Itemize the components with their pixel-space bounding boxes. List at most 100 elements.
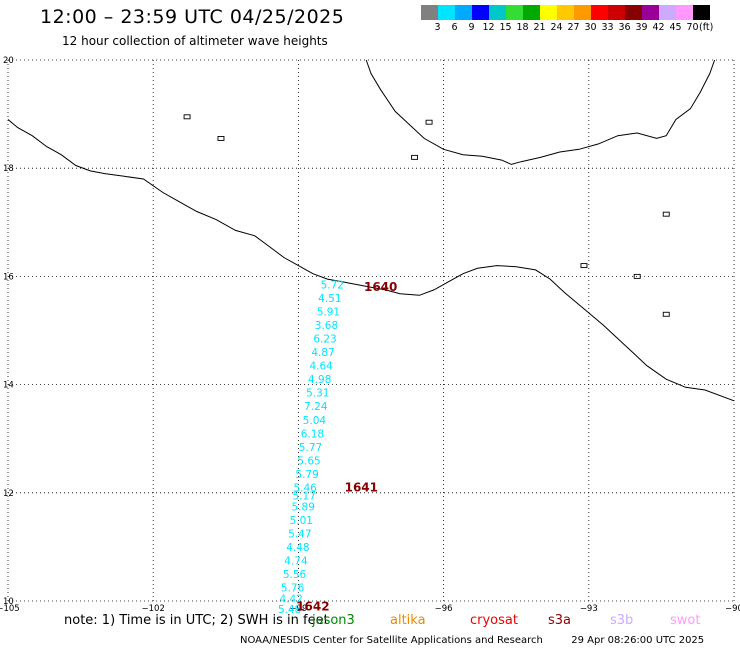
color-scale-label: 24: [550, 22, 563, 33]
color-scale-label: 6: [451, 22, 458, 33]
color-swatch: [676, 5, 693, 20]
lon-tick-label: −105: [0, 604, 20, 614]
island-outline: [183, 114, 191, 120]
swh-value: 4.87: [311, 347, 334, 359]
swh-value: 5.56: [283, 569, 307, 581]
color-scale-label: 36: [618, 22, 631, 33]
swh-value: 5.76: [281, 582, 305, 594]
swh-value: 4.51: [318, 293, 341, 305]
lat-tick-label: 16: [3, 272, 14, 282]
color-swatch: [574, 5, 591, 20]
swh-value: 3.68: [315, 320, 338, 332]
swh-value: 5.17: [293, 491, 316, 503]
color-swatch: [591, 5, 608, 20]
pass-time-label: 1641: [345, 480, 378, 494]
island-outline: [217, 135, 225, 141]
swh-value: 4.42: [279, 593, 302, 605]
pacific-coastline: [7, 119, 735, 402]
swh-value: 5.04: [303, 415, 327, 427]
swh-value: 5.47: [288, 528, 311, 540]
color-scale-label: 42: [652, 22, 665, 33]
swh-value: 5.79: [295, 469, 318, 481]
color-scale-label: 33: [601, 22, 614, 33]
generated-timestamp: 29 Apr 08:26:00 UTC 2025: [571, 635, 705, 646]
lat-tick-label: 10: [3, 597, 14, 607]
color-swatch: [489, 5, 506, 20]
satellite-legend-item: s3b: [610, 613, 634, 628]
island-outline: [580, 263, 588, 269]
lon-tick-label: −96: [435, 604, 453, 614]
swh-value: 5.46: [293, 482, 317, 494]
swh-value: 5.89: [292, 501, 315, 513]
swh-value: 5.77: [299, 442, 322, 454]
swh-value: 4.48: [286, 542, 309, 554]
swh-value: 4.98: [308, 374, 331, 386]
island-outline: [411, 154, 419, 160]
lon-tick-label: −99: [289, 604, 307, 614]
swh-value: 5.65: [297, 455, 320, 467]
color-scale-label: 27: [567, 22, 580, 33]
lon-tick-label: −90: [725, 604, 740, 614]
color-swatch: [642, 5, 659, 20]
color-scale-label: 3: [434, 22, 441, 33]
color-scale-label: 18: [516, 22, 529, 33]
island-outline: [662, 211, 670, 217]
lat-tick-label: 20: [3, 56, 14, 66]
color-scale-label: 15: [499, 22, 512, 33]
color-swatch: [693, 5, 710, 20]
color-swatch: [540, 5, 557, 20]
credit-text: NOAA/NESDIS Center for Satellite Applica…: [240, 635, 543, 646]
satellite-legend-item: swot: [670, 613, 701, 628]
chart-title: 12:00 – 23:59 UTC 04/25/2025: [40, 6, 345, 28]
color-scale-label: 21: [533, 22, 546, 33]
color-swatch: [523, 5, 540, 20]
swh-value: 6.23: [313, 334, 336, 346]
satellite-legend-item: s3a: [548, 613, 572, 628]
color-swatch: [659, 5, 676, 20]
swh-value: 7.24: [304, 401, 328, 413]
footer: note: 1) Time is in UTC; 2) SWH is in fe…: [0, 610, 740, 650]
satellite-legend-item: jason3: [312, 613, 355, 628]
color-scale-label: 9: [468, 22, 475, 33]
pass-time-label: 1642: [296, 599, 329, 613]
gulf-coastline: [365, 59, 716, 165]
satellite-legend-item: altika: [390, 613, 426, 628]
swh-value: 5.91: [317, 307, 340, 319]
color-swatch: [557, 5, 574, 20]
color-swatch: [421, 5, 438, 20]
lat-tick-label: 18: [3, 164, 14, 174]
color-swatch: [455, 5, 472, 20]
color-scale-unit: (ft): [699, 22, 714, 33]
color-swatch: [506, 5, 523, 20]
island-outline: [633, 273, 641, 279]
color-scale-bar: [421, 5, 710, 20]
color-swatch: [438, 5, 455, 20]
color-scale-label: 39: [635, 22, 648, 33]
altimeter-map: −105 −102 −99 −96 −93 −90 10 12 14 16 18 20 5.724.51…: [0, 56, 740, 615]
swh-value: 5.48: [278, 604, 301, 615]
color-scale-label: 30: [584, 22, 597, 33]
swh-value: 5.72: [321, 280, 344, 292]
swh-value: 4.64: [309, 361, 333, 373]
color-scale-label: 45: [669, 22, 682, 33]
color-swatch: [472, 5, 489, 20]
island-outline: [662, 311, 670, 317]
lat-tick-label: 12: [3, 489, 14, 499]
credit-line: NOAA/NESDIS Center for Satellite Applica…: [240, 635, 704, 646]
lon-tick-label: −93: [580, 604, 598, 614]
pass-time-label: 1640: [364, 280, 397, 294]
lon-tick-label: −102: [142, 604, 165, 614]
island-outline: [425, 119, 433, 125]
color-scale-label: 12: [482, 22, 495, 33]
color-swatch: [625, 5, 642, 20]
color-swatch: [608, 5, 625, 20]
swh-value: 5.01: [290, 515, 313, 527]
satellite-legend-item: cryosat: [470, 613, 518, 628]
swh-value: 6.18: [301, 428, 324, 440]
lat-tick-label: 14: [3, 381, 14, 391]
chart-subtitle: 12 hour collection of altimeter wave hei…: [62, 34, 328, 48]
swh-value: 5.31: [306, 388, 329, 400]
color-scale-label: 70: [686, 22, 699, 33]
footnote: note: 1) Time is in UTC; 2) SWH is in fe…: [64, 613, 329, 628]
